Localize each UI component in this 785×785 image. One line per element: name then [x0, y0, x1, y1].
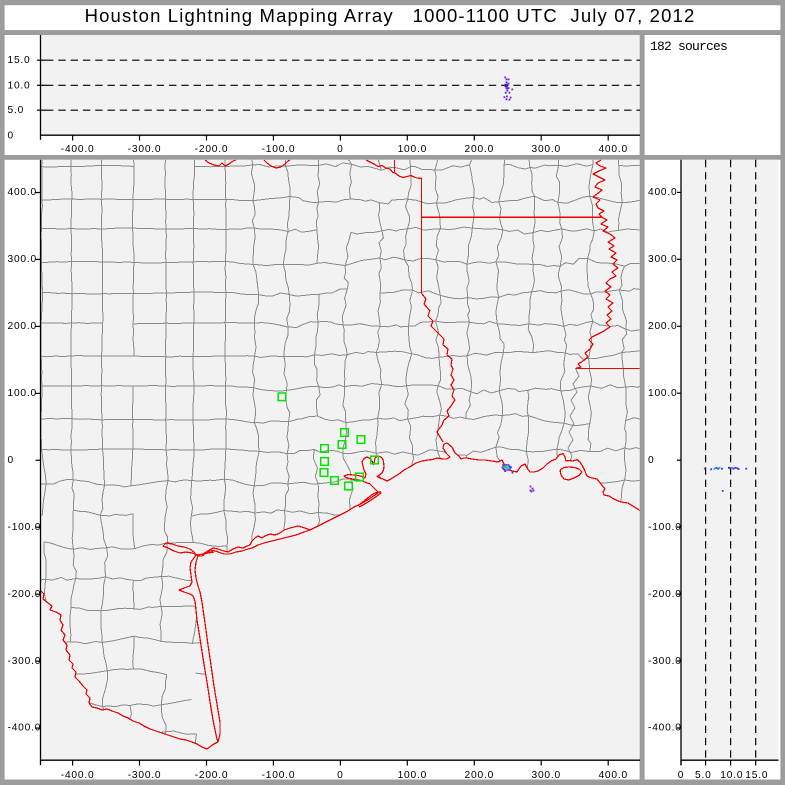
svg-text:0: 0: [8, 455, 14, 466]
svg-text:-100.0: -100.0: [648, 522, 682, 533]
svg-text:-100.0: -100.0: [262, 144, 296, 155]
svg-text:-400.0: -400.0: [648, 723, 682, 734]
svg-text:-100.0: -100.0: [262, 770, 296, 781]
svg-text:182 sources: 182 sources: [650, 39, 727, 54]
svg-text:-400.0: -400.0: [61, 144, 95, 155]
svg-text:400.0: 400.0: [648, 187, 678, 198]
svg-text:100.0: 100.0: [398, 770, 428, 781]
svg-text:0: 0: [8, 130, 14, 141]
svg-text:-100.0: -100.0: [8, 522, 42, 533]
svg-text:-300.0: -300.0: [648, 656, 682, 667]
svg-text:0: 0: [678, 770, 684, 781]
svg-text:-200.0: -200.0: [195, 144, 229, 155]
svg-text:10.0: 10.0: [720, 770, 743, 781]
svg-text:-300.0: -300.0: [8, 656, 42, 667]
svg-text:5.0: 5.0: [695, 770, 712, 781]
svg-text:100.0: 100.0: [8, 388, 38, 399]
svg-text:300.0: 300.0: [532, 144, 562, 155]
svg-text:200.0: 200.0: [648, 321, 678, 332]
svg-text:5.0: 5.0: [8, 105, 25, 116]
svg-text:-400.0: -400.0: [8, 723, 42, 734]
svg-text:200.0: 200.0: [465, 144, 495, 155]
svg-text:400.0: 400.0: [598, 144, 628, 155]
svg-text:15.0: 15.0: [8, 55, 31, 66]
svg-text:10.0: 10.0: [8, 80, 31, 91]
svg-text:Houston Lightning Mapping Arra: Houston Lightning Mapping Array 1000-110…: [85, 5, 696, 26]
svg-text:15.0: 15.0: [745, 770, 768, 781]
svg-text:-200.0: -200.0: [648, 589, 682, 600]
svg-text:-300.0: -300.0: [128, 144, 162, 155]
svg-text:200.0: 200.0: [8, 321, 38, 332]
svg-text:200.0: 200.0: [465, 770, 495, 781]
svg-text:300.0: 300.0: [532, 770, 562, 781]
svg-text:0: 0: [337, 144, 343, 155]
svg-text:400.0: 400.0: [598, 770, 628, 781]
svg-text:100.0: 100.0: [398, 144, 428, 155]
svg-text:100.0: 100.0: [648, 388, 678, 399]
svg-text:0: 0: [337, 770, 343, 781]
svg-text:-400.0: -400.0: [61, 770, 95, 781]
svg-text:0: 0: [648, 455, 654, 466]
svg-text:-200.0: -200.0: [8, 589, 42, 600]
svg-text:-200.0: -200.0: [195, 770, 229, 781]
svg-text:300.0: 300.0: [8, 254, 38, 265]
svg-text:300.0: 300.0: [648, 254, 678, 265]
svg-text:400.0: 400.0: [8, 187, 38, 198]
svg-text:-300.0: -300.0: [128, 770, 162, 781]
